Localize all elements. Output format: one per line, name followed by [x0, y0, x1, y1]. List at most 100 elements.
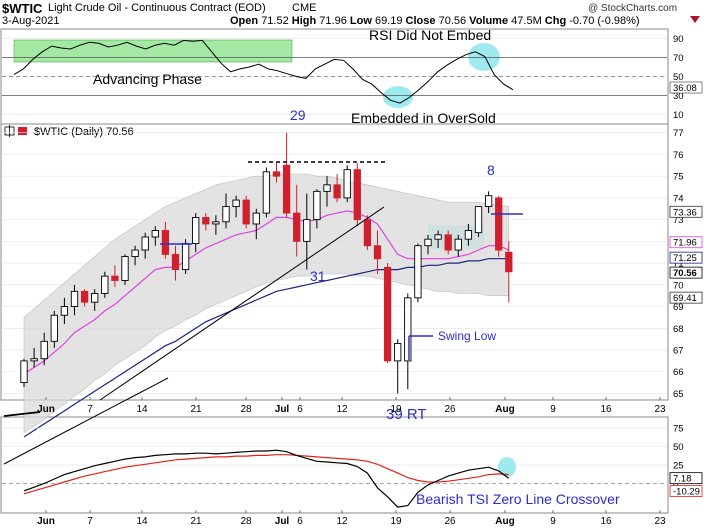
candle [434, 230, 442, 248]
candle-body [282, 164, 291, 214]
candle-body [464, 230, 473, 240]
close-label: Close [405, 15, 436, 27]
x-tick-label: 6 [297, 516, 303, 527]
candle [333, 173, 341, 203]
candle-body [151, 230, 159, 238]
price-tick-label: 74 [673, 193, 684, 204]
rsi-tick-label: 30 [673, 91, 684, 102]
candle [505, 241, 513, 303]
price-right-label-box [669, 291, 703, 304]
candle-body [232, 199, 240, 208]
tsi-tick-label: 0 [673, 479, 678, 490]
annotation-swing-low: Swing Low [438, 329, 496, 343]
ma-long-line [23, 258, 509, 438]
legend-swatch-price-red [18, 127, 27, 135]
candle [161, 221, 170, 259]
candle [121, 254, 129, 285]
tsi-signal-line [23, 454, 509, 495]
tsi-panel [0, 416, 669, 514]
price-right-label-box [669, 236, 703, 249]
candle-body [373, 245, 382, 260]
tsi-plot [23, 449, 510, 508]
candle [383, 263, 392, 364]
annotation-31: 31 [310, 268, 326, 284]
x-axis-tsi: Jun 7 14 21 28 Jul 6 12 19 26 Aug 9 16 23 [37, 510, 666, 527]
candle [202, 213, 210, 231]
x-tick-label: 28 [240, 404, 252, 415]
ma-short-line [23, 210, 510, 375]
candle [464, 223, 473, 246]
candle-body [171, 253, 180, 271]
candle-body [101, 275, 109, 294]
candle [60, 297, 69, 324]
x-tick-label: 23 [654, 516, 666, 527]
symbol-label: $WTIC [2, 1, 43, 16]
tsi-tick-label: 50 [673, 442, 684, 453]
candle-body [161, 230, 170, 255]
price-moving-averages [23, 210, 510, 438]
x-tick-label: 26 [444, 516, 456, 527]
candle [272, 163, 281, 183]
candle [303, 193, 311, 270]
price-panel [0, 123, 669, 401]
candle-body [91, 293, 99, 303]
exchange-label: CME [292, 2, 317, 14]
advancing-phase-highlight [13, 39, 293, 63]
candle [323, 176, 331, 207]
candle [373, 230, 382, 274]
candle [111, 265, 119, 287]
ohlc-readout: Open 71.52 High 71.96 Low 69.19 Close 70… [230, 15, 640, 27]
candle-body [111, 275, 119, 281]
candle [444, 230, 452, 255]
candle-body [394, 343, 402, 362]
x-tick-label: Aug [495, 516, 514, 527]
candle [313, 189, 321, 229]
candle [394, 339, 402, 394]
candle [454, 234, 462, 257]
price-right-label-text: 71.25 [673, 253, 697, 264]
candle-body [444, 234, 452, 251]
candle [141, 232, 149, 259]
candle [404, 293, 412, 390]
candle-body [363, 219, 372, 247]
price-candles [20, 132, 513, 394]
trendline [99, 206, 385, 401]
price-right-label-text: 71.96 [673, 238, 697, 249]
tsi-crossover-highlight [498, 457, 516, 477]
candle-body [141, 236, 149, 251]
candle-body [293, 212, 301, 242]
close-value: 70.56 [438, 15, 467, 27]
price-right-label-box [669, 251, 703, 264]
candle [232, 195, 240, 218]
x-tick-label: 19 [390, 516, 402, 527]
chevron-down-icon[interactable] [690, 16, 700, 23]
candle-body [303, 219, 311, 242]
x-tick-label: Jun [37, 516, 55, 527]
price-tick-label: 77 [673, 128, 684, 139]
price-right-label-text: 69.41 [673, 293, 697, 304]
high-label: High [291, 15, 317, 27]
candle-body [313, 190, 321, 221]
instrument-name: Light Crude Oil - Continuous Contract (E… [48, 2, 266, 14]
rsi-axis: 90 70 50 30 10 [673, 34, 684, 121]
rsi-tick-label: 10 [673, 110, 684, 121]
rsi-annotation-oversold: Embedded in OverSold [351, 110, 496, 126]
x-tick-label: 16 [600, 404, 612, 415]
tsi-short-bar [3, 411, 41, 417]
candle [262, 167, 271, 218]
tsi-long-trendline [3, 377, 169, 465]
volume-value: 47.5M [511, 15, 542, 27]
price-right-label-box [669, 266, 703, 279]
low-label: Low [349, 15, 372, 27]
volume-label: Volume [469, 15, 509, 27]
candle-body [484, 195, 493, 208]
x-tick-label: Aug [495, 404, 514, 415]
candle [50, 310, 58, 348]
candle [40, 332, 48, 366]
price-tick-label: 76 [673, 150, 684, 161]
candle-body [192, 216, 200, 244]
annotation-39-rt: 39 RT [386, 406, 427, 423]
candle-body [434, 234, 442, 240]
x-tick-label: 14 [136, 516, 148, 527]
rsi-tick-label: 90 [673, 34, 684, 45]
